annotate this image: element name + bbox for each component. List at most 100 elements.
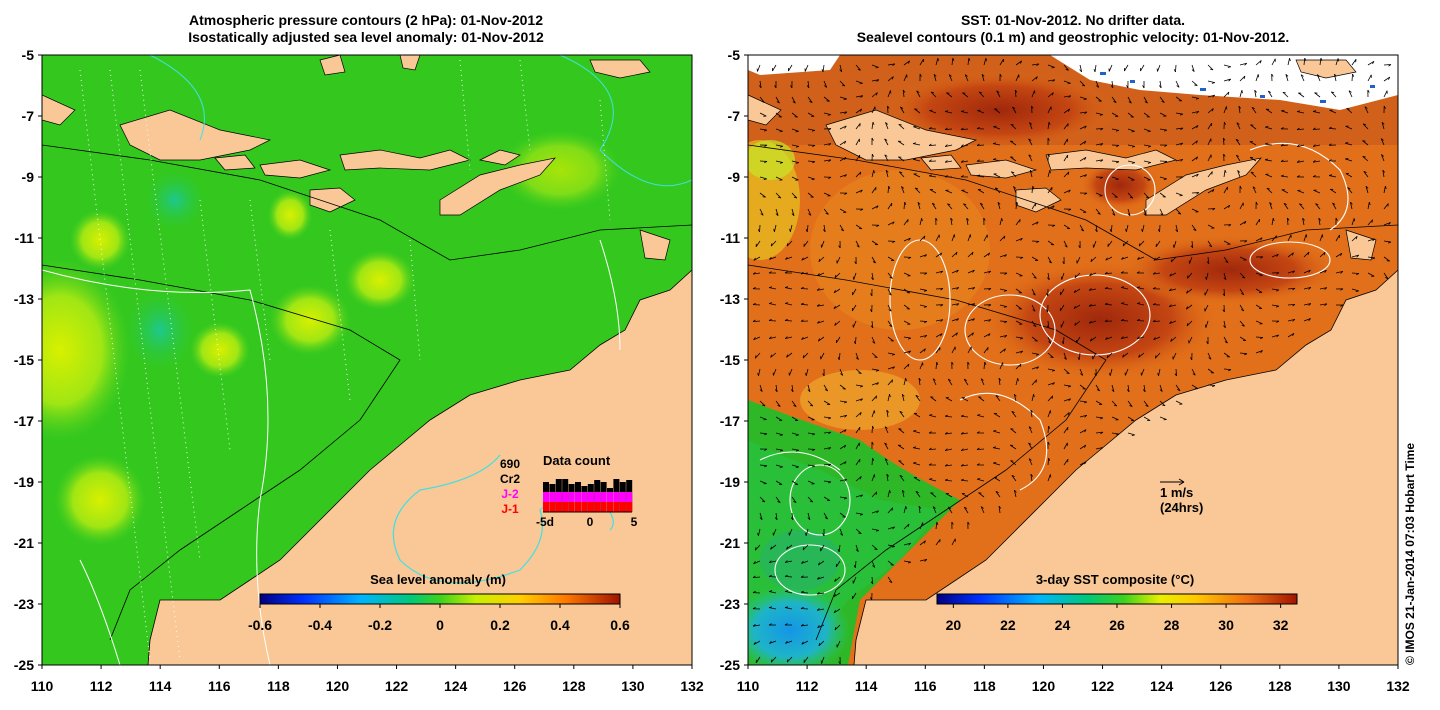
velocity-arrow-head: [807, 389, 811, 393]
velocity-arrow-head: [1036, 241, 1040, 244]
velocity-arrow-head: [1383, 105, 1386, 109]
velocity-arrow: [1175, 158, 1183, 162]
velocity-arrow: [1191, 156, 1198, 162]
velocity-arrow: [1239, 336, 1247, 341]
velocity-arrow: [834, 576, 841, 582]
velocity-arrow: [791, 496, 797, 503]
velocity-arrow: [871, 336, 876, 344]
velocity-arrow: [1223, 368, 1232, 371]
velocity-arrow: [753, 336, 761, 341]
velocity-arrow-head: [995, 395, 999, 398]
velocity-arrow: [1063, 138, 1068, 146]
velocity-arrow-head: [762, 500, 766, 503]
data-count-bar-j1: [613, 502, 620, 512]
velocity-arrow-head: [921, 218, 923, 222]
velocity-arrow-head: [1062, 261, 1065, 265]
velocity-arrow-head: [1194, 84, 1198, 86]
velocity-arrow-head: [1240, 309, 1244, 312]
velocity-arrow: [1296, 128, 1305, 131]
velocity-arrow: [805, 528, 809, 536]
left-ytick-label: -23: [14, 596, 34, 612]
right-ytick-label: -7: [728, 108, 741, 124]
velocity-arrow: [1169, 304, 1177, 308]
velocity-arrow: [998, 378, 1001, 386]
velocity-arrow: [1350, 202, 1353, 210]
velocity-arrow: [1060, 288, 1065, 296]
velocity-arrow: [855, 123, 861, 130]
velocity-arrow-head: [827, 114, 831, 116]
velocity-arrow: [791, 464, 799, 468]
velocity-arrow: [1223, 186, 1228, 194]
velocity-arrow-head: [800, 319, 804, 322]
velocity-arrow-head: [1120, 336, 1124, 339]
velocity-arrow-head: [753, 641, 756, 645]
velocity-arrow: [887, 507, 893, 514]
velocity-arrow-head: [1028, 458, 1032, 461]
velocity-arrow: [1111, 432, 1119, 435]
velocity-arrow: [1031, 256, 1039, 261]
velocity-arrow: [871, 474, 875, 482]
velocity-arrow-head: [1292, 319, 1296, 322]
velocity-arrow-head: [1260, 350, 1263, 354]
velocity-arrow: [1015, 363, 1022, 370]
velocity-arrow-head: [1292, 287, 1296, 291]
velocity-arrow: [807, 160, 816, 163]
velocity-arrow-head: [828, 143, 832, 146]
velocity-arrow: [1191, 173, 1199, 178]
velocity-arrow-head: [1381, 154, 1384, 157]
data-count-bar-j1: [568, 502, 575, 512]
velocity-arrow-head: [834, 626, 837, 631]
velocity-arrow-head: [1315, 203, 1319, 206]
velocity-arrow-head: [853, 341, 856, 345]
velocity-arrow: [1095, 143, 1103, 146]
velocity-arrow-head: [1020, 257, 1024, 260]
velocity-arrow-head: [1036, 63, 1040, 67]
left-xtick-label: 126: [503, 678, 527, 694]
velocity-arrow-head: [1152, 271, 1156, 275]
velocity-arrow: [1127, 192, 1134, 199]
velocity-arrow: [1332, 202, 1337, 210]
velocity-arrow: [1079, 414, 1087, 418]
velocity-arrow-head: [838, 661, 841, 665]
velocity-arrow: [801, 640, 809, 645]
velocity-arrow: [1255, 272, 1263, 276]
velocity-arrow: [1281, 144, 1289, 147]
velocity-arrow-head: [1255, 201, 1258, 205]
velocity-arrow-head: [1292, 304, 1296, 307]
velocity-arrow-head: [784, 574, 788, 577]
velocity-arrow-head: [770, 546, 773, 550]
velocity-arrow-head: [1104, 302, 1108, 305]
velocity-arrow: [903, 336, 911, 339]
velocity-arrow: [1078, 352, 1081, 360]
velocity-arrow: [900, 106, 905, 114]
velocity-arrow: [1031, 76, 1038, 82]
velocity-arrow-head: [997, 202, 1001, 205]
velocity-arrow: [785, 560, 793, 563]
velocity-arrow-head: [844, 140, 847, 144]
velocity-arrow: [855, 384, 863, 387]
velocity-arrow: [1281, 189, 1289, 194]
velocity-arrow-head: [1164, 161, 1168, 164]
velocity-arrow: [871, 320, 874, 329]
velocity-arrow-head: [1176, 85, 1180, 88]
velocity-arrow-head: [1169, 273, 1172, 277]
velocity-arrow-head: [1355, 290, 1359, 292]
velocity-arrow: [1335, 58, 1339, 66]
velocity-arrow-head: [1259, 60, 1262, 64]
velocity-arrow: [887, 288, 892, 296]
velocity-arrow-head: [774, 85, 777, 89]
velocity-arrow: [1313, 144, 1321, 147]
velocity-arrow: [1287, 304, 1296, 306]
velocity-arrow: [1362, 123, 1369, 130]
velocity-arrow-head: [964, 506, 968, 509]
velocity-arrow-head: [1276, 272, 1280, 275]
velocity-arrow-head: [1244, 62, 1248, 66]
velocity-arrow: [855, 154, 860, 162]
velocity-arrow: [775, 96, 780, 104]
velocity-arrow: [1351, 272, 1360, 274]
velocity-arrow-head: [1296, 127, 1300, 131]
velocity-arrow: [817, 320, 825, 324]
velocity-arrow: [1063, 352, 1067, 360]
velocity-arrow-head: [1051, 92, 1054, 96]
velocity-arrow-head: [993, 462, 997, 464]
